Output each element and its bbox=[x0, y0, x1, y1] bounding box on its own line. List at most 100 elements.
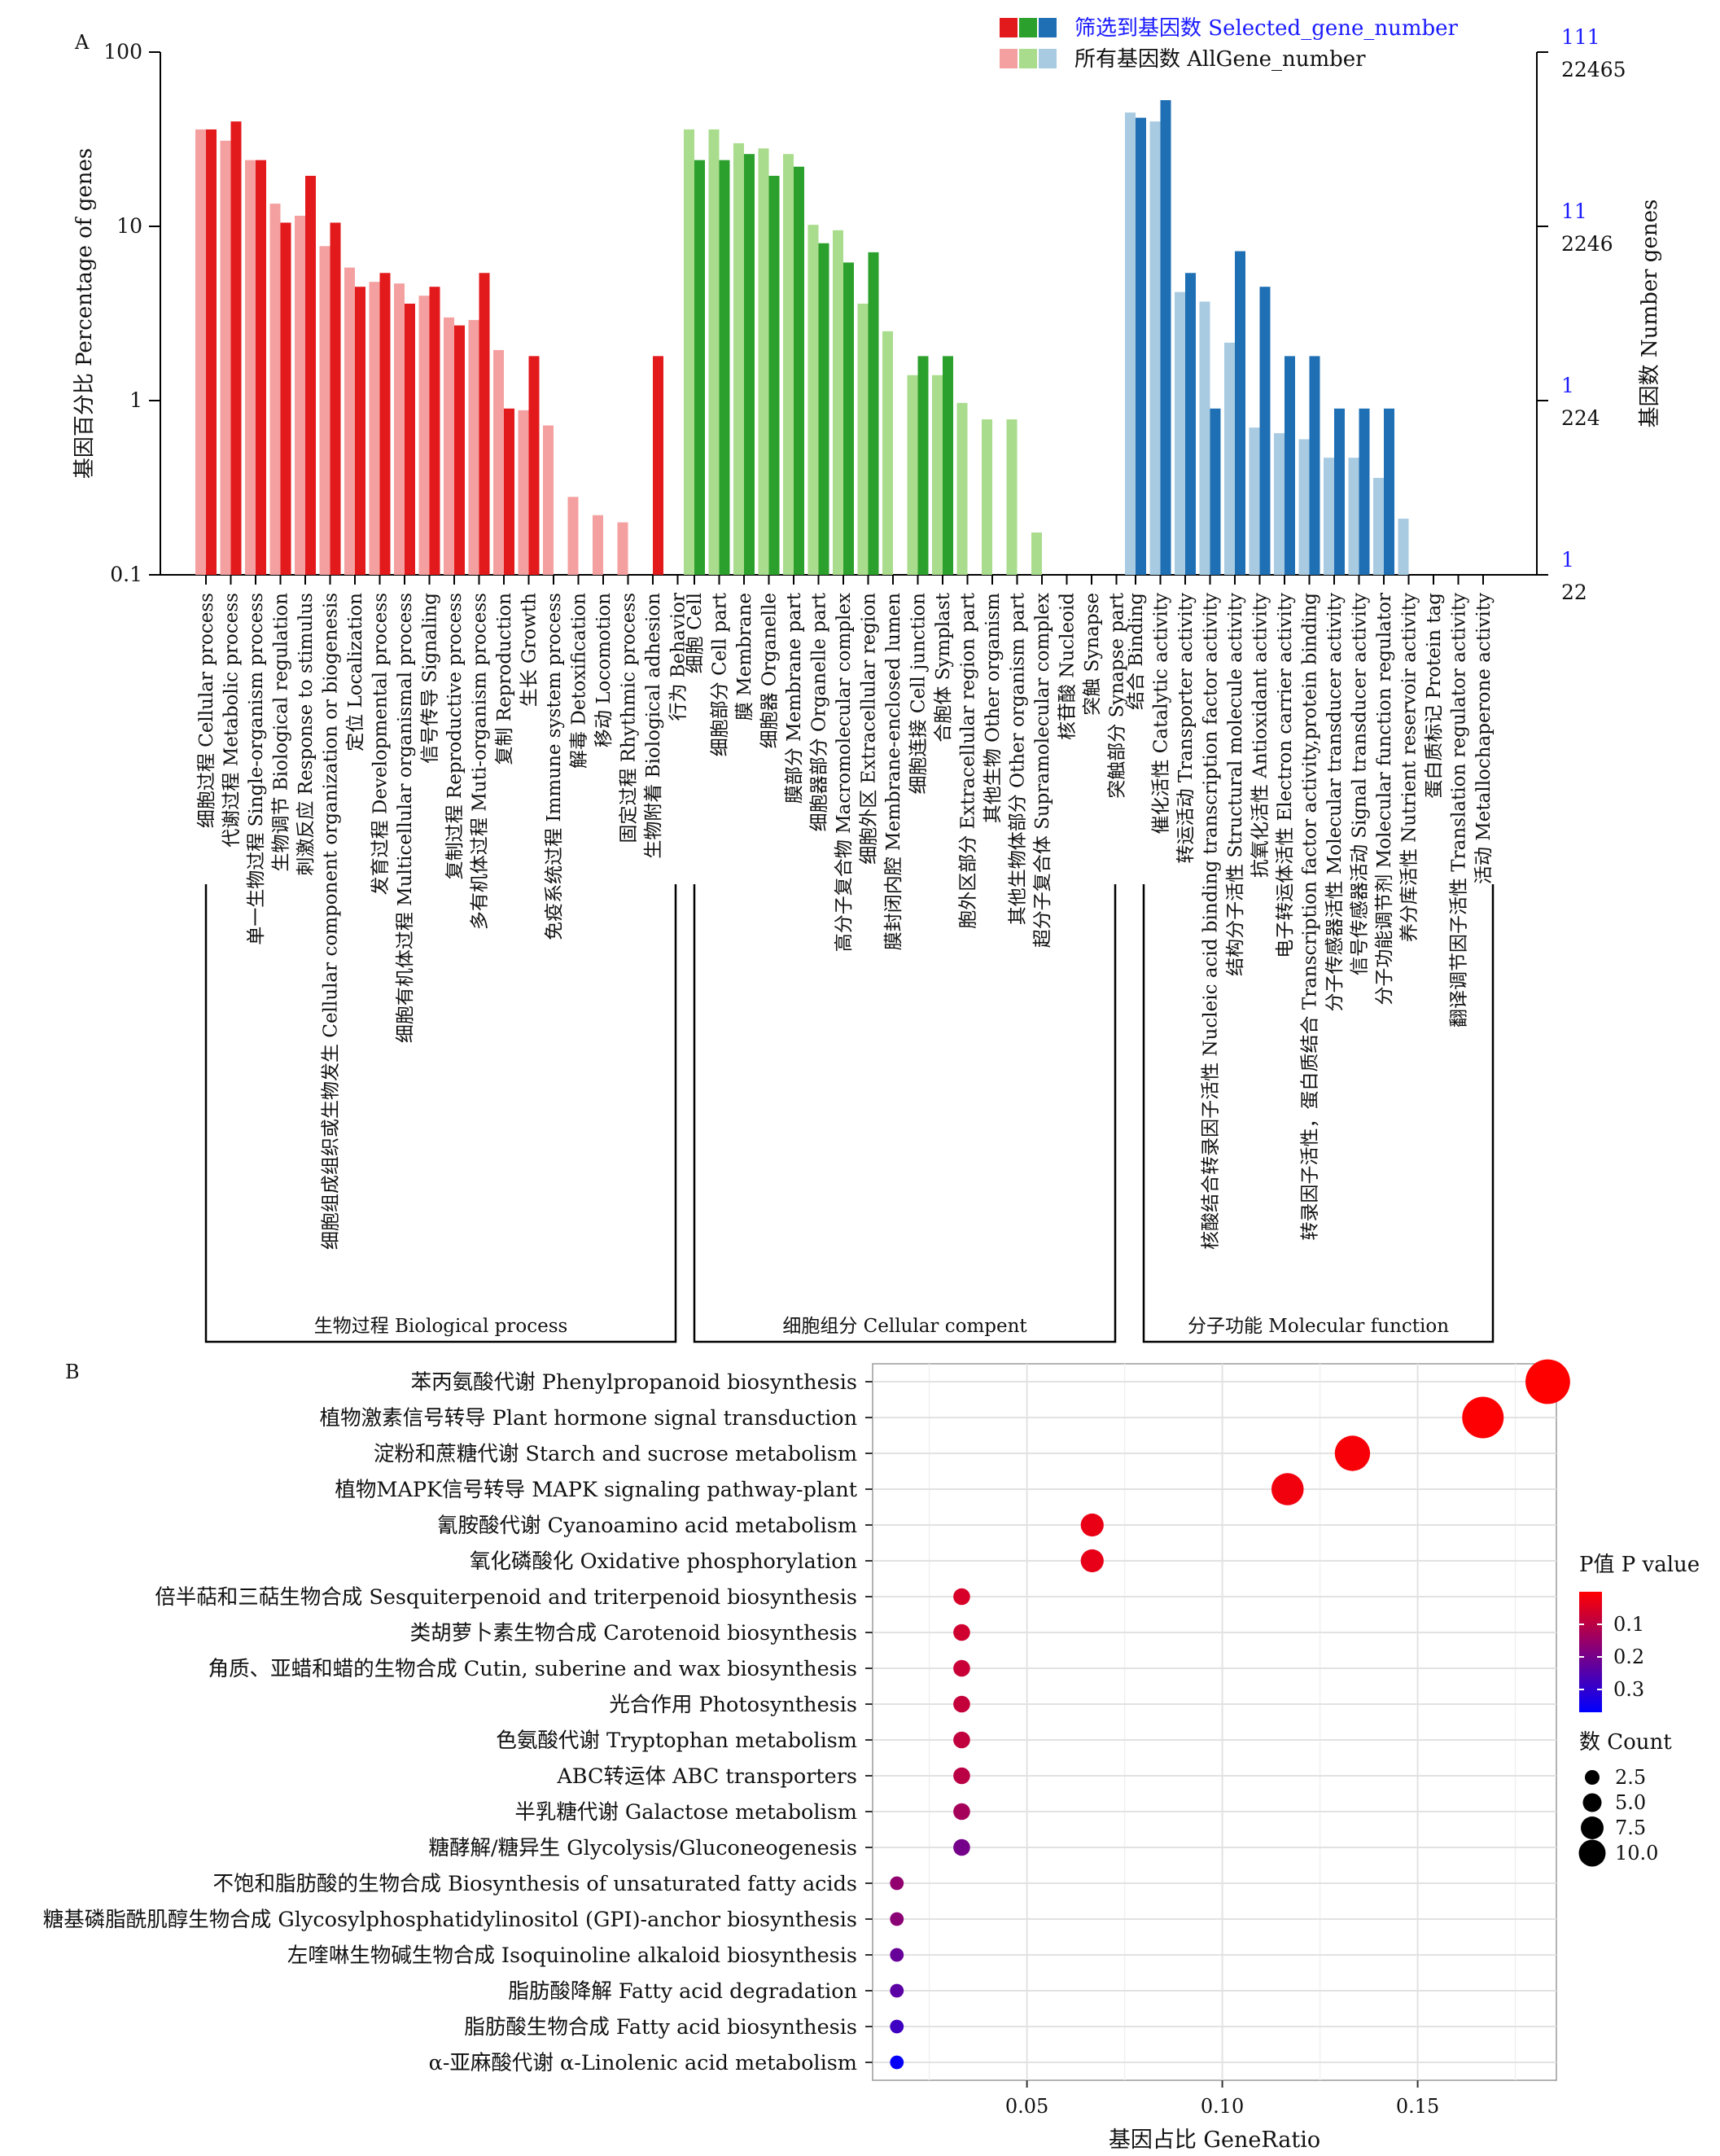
panel-label-b: B bbox=[65, 1361, 80, 1383]
point-biosynthesis-of-unsaturated-fatty-acids bbox=[890, 1876, 904, 1891]
pathway-label-isoquinoline-alkaloid-biosynthesis: 左喹啉生物碱生物合成 Isoquinoline alkaloid biosynt… bbox=[287, 1943, 857, 1968]
category-label-organelle-part: 细胞器部分 Organelle part bbox=[809, 592, 830, 831]
category-label-cell: 细胞 Cell bbox=[685, 593, 706, 673]
category-label-developmental-process: 发育过程 Developmental process bbox=[370, 593, 392, 895]
bar-selected-structural-molecule-activity bbox=[1235, 251, 1245, 575]
bar-all-membrane-part bbox=[783, 154, 794, 576]
category-label-signal-transducer-activity: 信号传感器活动 Signal transducer activity bbox=[1350, 593, 1371, 975]
group-label-molecular-function: 分子功能 Molecular function bbox=[1188, 1316, 1449, 1337]
category-label-extracellular-region-part: 胞外区部分 Extracellular region part bbox=[958, 592, 979, 928]
category-label-biological-regulation: 生物调节 Biological regulation bbox=[271, 593, 292, 872]
bar-all-multicellular-organismal-process bbox=[394, 283, 405, 575]
bar-selected-signaling bbox=[429, 287, 440, 575]
category-label-locomotion: 移动 Locomotion bbox=[593, 593, 615, 747]
bar-selected-cellular-component-organization-or-biogenesis bbox=[330, 222, 341, 575]
legend-swatch bbox=[1000, 18, 1018, 37]
bar-all-cellular-component-organization-or-biogenesis bbox=[319, 246, 330, 575]
bar-all-membrane bbox=[733, 142, 744, 575]
point-glycolysis-gluconeogenesis bbox=[953, 1838, 970, 1856]
category-label-cellular-process: 细胞过程 Cellular process bbox=[196, 593, 217, 828]
y-tick-label: 10 bbox=[116, 214, 142, 238]
pathway-label-phenylpropanoid-biosynthesis: 苯丙氨酸代谢 Phenylpropanoid biosynthesis bbox=[411, 1370, 857, 1395]
bar-all-organelle bbox=[758, 148, 769, 576]
bar-selected-cell-part bbox=[719, 160, 730, 575]
bar-all-molecular-function-regulator bbox=[1373, 477, 1384, 575]
bar-selected-reproduction bbox=[504, 408, 514, 575]
legend: 筛选到基因数 Selected_gene_number 所有基因数 AllGene… bbox=[1000, 16, 1459, 72]
category-label-electron-carrier-activity: 电子转运体活性 Electron carrier activity bbox=[1275, 593, 1296, 958]
category-label-metallochaperone-activity: 活动 Metallochaperone activity bbox=[1473, 593, 1495, 884]
category-label-signaling: 信号传导 Signaling bbox=[420, 593, 441, 764]
legend-swatch bbox=[1039, 18, 1057, 37]
category-label-symplast: 合胞体 Symplast bbox=[933, 592, 954, 742]
pathway-label-sesquiterpenoid-and-triterpenoid-biosynthesis: 倍半萜和三萜生物合成 Sesquiterpenoid and triterpen… bbox=[155, 1585, 857, 1610]
bar-all-muti-organism-process bbox=[468, 320, 479, 575]
pathway-label-tryptophan-metabolism: 色氨酸代谢 Tryptophan metabolism bbox=[496, 1729, 857, 1753]
bar-selected-membrane-part bbox=[794, 166, 804, 575]
color-legend-label: 0.1 bbox=[1613, 1613, 1644, 1636]
bar-all-localization bbox=[344, 267, 355, 575]
x-tick-label: 0.10 bbox=[1201, 2095, 1244, 2118]
y2-tick-label-selected: 11 bbox=[1561, 199, 1587, 223]
pathway-label-fatty-acid-biosynthesis: 脂肪酸生物合成 Fatty acid biosynthesis bbox=[464, 2015, 857, 2040]
bar-selected-growth bbox=[528, 356, 540, 575]
bar-all-locomotion bbox=[593, 515, 603, 575]
group-label-cellular-compent: 细胞组分 Cellular compent bbox=[782, 1316, 1027, 1337]
size-legend-dot bbox=[1578, 1839, 1606, 1867]
bar-all-macromolecular-complex bbox=[833, 230, 843, 575]
size-legend-dot bbox=[1581, 1816, 1604, 1839]
bar-group-biological-process: 细胞过程 Cellular process 代谢过程 Metabolic proc… bbox=[195, 121, 689, 1343]
bar-all-signaling bbox=[418, 296, 430, 575]
x-tick-label: 0.05 bbox=[1005, 2095, 1048, 2118]
bar-all-cell-part bbox=[708, 129, 720, 575]
bar-selected-macromolecular-complex bbox=[843, 262, 854, 575]
bar-selected-cell bbox=[694, 160, 705, 575]
x-axis-title: 基因占比 GeneRatio bbox=[1109, 2128, 1320, 2153]
bar-selected-muti-organism-process bbox=[479, 273, 490, 575]
category-label-biological-adhesion: 生物附着 Biological adhesion bbox=[643, 593, 664, 859]
category-label-detoxification: 解毒 Detoxification bbox=[569, 593, 590, 769]
point-phenylpropanoid-biosynthesis bbox=[1525, 1359, 1570, 1404]
bar-all-metabolic-process bbox=[220, 140, 231, 575]
bar-selected-symplast bbox=[943, 356, 953, 575]
bar-all-organelle-part bbox=[807, 225, 819, 575]
category-label-binding: 结合 Binding bbox=[1126, 593, 1147, 710]
bar-all-nucleic-acid-binding-transcription-factor-activi bbox=[1199, 301, 1210, 575]
legend-swatch bbox=[1019, 49, 1037, 68]
bar-selected-single-organism-process bbox=[256, 160, 266, 575]
bar-all-developmental-process bbox=[369, 282, 380, 575]
bar-all-nutrient-reservoir-activity bbox=[1398, 519, 1409, 575]
category-label-single-organism-process: 单一生物过程 Single-organism process bbox=[246, 593, 267, 945]
bar-selected-nucleic-acid-binding-transcription-factor-activi bbox=[1210, 408, 1221, 575]
pathway-label-cyanoamino-acid-metabolism: 氰胺酸代谢 Cyanoamino acid metabolism bbox=[437, 1514, 857, 1538]
bar-selected-membrane bbox=[744, 154, 755, 576]
bar-all-immune-system-process bbox=[543, 425, 554, 575]
bar-group-cellular-compent: 细胞 Cell 细胞部分 Cell part 膜 Membrane 细胞器 Organ… bbox=[684, 129, 1128, 1343]
group-bracket bbox=[693, 884, 1117, 1343]
bar-selected-developmental-process bbox=[379, 273, 391, 575]
category-label-membrane: 膜 Membrane bbox=[734, 593, 755, 721]
bar-all-supramolecular-complex bbox=[1031, 532, 1042, 575]
y2-tick-label-all: 224 bbox=[1561, 406, 1600, 430]
category-label-synapse-part: 突触部分 Synapse part bbox=[1107, 592, 1128, 798]
bar-all-cell bbox=[684, 129, 694, 575]
bar-selected-cell-junction bbox=[917, 356, 929, 575]
bar-all-extracellular-region bbox=[857, 303, 869, 575]
size-legend-label: 10.0 bbox=[1615, 1842, 1658, 1865]
panel-b-kegg-dot-plot: 0.05 0.10 0.15 基因占比 GeneRatio 苯丙氨酸代谢 Phenylp… bbox=[43, 1359, 1700, 2153]
point-galactose-metabolism bbox=[953, 1803, 970, 1821]
category-label-behavior: 行为 Behavior bbox=[668, 593, 689, 721]
bar-all-growth bbox=[518, 410, 529, 575]
bar-all-binding bbox=[1125, 112, 1136, 575]
size-legend-label: 7.5 bbox=[1615, 1816, 1646, 1839]
y2-tick-label-all: 22465 bbox=[1561, 58, 1626, 81]
legend-swatch bbox=[1000, 49, 1018, 68]
bar-all-biological-regulation bbox=[269, 204, 281, 575]
point-glycosylphosphatidylinositol-gpi-anchor-biosynth bbox=[890, 1912, 904, 1926]
category-label-molecular-transducer-activity: 分子传感器活性 Molecular transducer activity bbox=[1324, 593, 1346, 1011]
category-label-supramolecular-complex: 超分子复合体 Supramolecular complex bbox=[1032, 593, 1053, 948]
category-label-membrane-enclosed-lumen: 膜封闭内腔 Membrane-enclosed lumen bbox=[883, 593, 904, 950]
color-legend-bar bbox=[1579, 1592, 1602, 1712]
bar-selected-transcription-factor-activity-protein-binding bbox=[1309, 356, 1320, 575]
category-label-multicellular-organismal-process: 细胞有机体过程 Multicellular organismal process bbox=[395, 593, 416, 1043]
